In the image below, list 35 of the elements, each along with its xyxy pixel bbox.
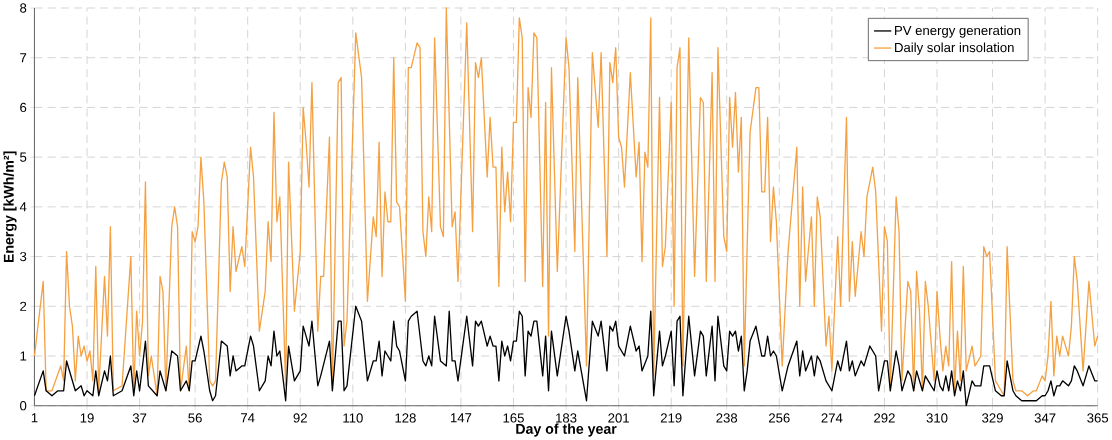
- x-tick-label: 292: [874, 413, 895, 423]
- y-tick-label: 6: [20, 102, 27, 113]
- y-tick-label: 2: [20, 301, 27, 311]
- x-tick-label: 147: [450, 413, 472, 423]
- x-tick-label: 19: [80, 413, 94, 423]
- x-tick-label: 74: [241, 413, 255, 423]
- x-tick-label: 274: [821, 413, 843, 423]
- y-tick-label: 4: [19, 202, 27, 212]
- y-tick-label: 5: [20, 152, 27, 162]
- y-tick-label: 7: [20, 53, 27, 63]
- x-tick-label: 165: [503, 413, 524, 423]
- x-tick-label: 365: [1087, 413, 1109, 423]
- line-series: [33, 7, 1099, 397]
- y-tick-label: 3: [20, 251, 27, 262]
- legend-label: PV energy generation: [895, 25, 1021, 38]
- y-tick-label: 1: [20, 351, 27, 361]
- x-tick-label: 238: [716, 413, 738, 423]
- y-tick-label: 0: [20, 401, 27, 411]
- y-axis-title: Energy [kWh/m²]: [3, 151, 17, 263]
- x-axis-title: Day of the year: [516, 423, 617, 437]
- x-tick-label: 256: [769, 413, 790, 423]
- x-tick-label: 347: [1034, 413, 1056, 423]
- x-tick-label: 37: [132, 413, 147, 423]
- x-tick-label: 219: [660, 413, 682, 423]
- x-tick-label: 128: [395, 413, 416, 423]
- x-tick-label: 110: [343, 413, 363, 423]
- x-tick-label: 56: [188, 413, 202, 423]
- legend-label: Daily solar insolation: [895, 42, 1014, 55]
- x-tick-label: 183: [556, 413, 577, 423]
- x-tick-label: 92: [293, 413, 307, 423]
- x-tick-label: 1: [31, 413, 38, 423]
- x-tick-label: 329: [982, 413, 1003, 423]
- x-tick-label: 310: [926, 413, 948, 423]
- x-tick-label: 201: [608, 413, 629, 423]
- y-tick-label: 8: [20, 3, 27, 13]
